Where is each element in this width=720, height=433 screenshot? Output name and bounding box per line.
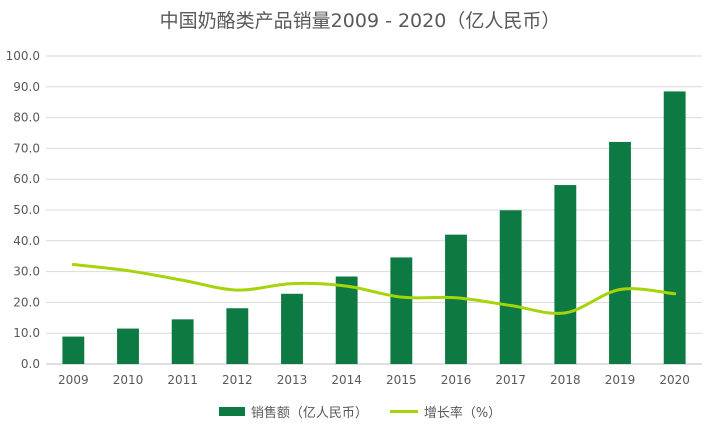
legend-label-growth: 增长率（%） [423, 406, 502, 421]
x-tick-label: 2017 [495, 373, 526, 387]
x-tick-label: 2011 [167, 373, 198, 387]
bar-sales-2019 [609, 141, 631, 364]
x-tick-label: 2016 [441, 373, 472, 387]
y-tick-label: 100.0 [6, 49, 40, 63]
x-tick-label: 2015 [386, 373, 417, 387]
x-tick-label: 2020 [659, 373, 690, 387]
bar-sales-2013 [281, 293, 303, 364]
legend-swatch-growth [389, 410, 418, 413]
y-tick-label: 10.0 [13, 326, 40, 340]
bar-sales-2010 [117, 328, 139, 364]
y-tick-label: 90.0 [13, 80, 40, 94]
y-tick-label: 20.0 [13, 295, 40, 309]
x-tick-label: 2018 [550, 373, 581, 387]
bar-sales-2012 [226, 308, 249, 364]
x-tick-label: 2009 [58, 373, 89, 387]
bar-sales-2016 [445, 234, 467, 364]
x-tick-label: 2013 [277, 373, 308, 387]
y-tick-label: 0.0 [21, 357, 40, 371]
legend: 销售额（亿人民币） 增长率（%） [0, 402, 720, 421]
x-tick-label: 2019 [605, 373, 636, 387]
legend-label-sales: 销售额（亿人民币） [250, 406, 368, 421]
bar-sales-2020 [663, 91, 686, 365]
y-tick-label: 30.0 [13, 265, 40, 279]
legend-swatch-sales [218, 407, 245, 416]
x-tick-label: 2012 [222, 373, 253, 387]
bar-sales-2009 [62, 336, 85, 364]
bar-sales-2015 [390, 257, 413, 364]
legend-item-growth: 增长率（%） [389, 402, 502, 421]
y-tick-label: 40.0 [13, 234, 40, 248]
chart-title: 中国奶酪类产品销量2009 - 2020（亿人民币） [159, 10, 561, 32]
x-tick-label: 2014 [331, 373, 362, 387]
bar-sales-2018 [554, 185, 577, 364]
y-tick-label: 60.0 [13, 172, 40, 186]
y-tick-label: 70.0 [13, 141, 40, 155]
legend-item-sales: 销售额（亿人民币） [218, 402, 368, 421]
bar-sales-2011 [171, 319, 194, 364]
bar-sales-2014 [335, 276, 358, 364]
y-tick-label: 80.0 [13, 111, 40, 125]
y-tick-label: 50.0 [13, 203, 40, 217]
bar-sales-2017 [499, 210, 522, 364]
line-growth-rate [71, 263, 677, 315]
x-tick-label: 2010 [113, 373, 144, 387]
